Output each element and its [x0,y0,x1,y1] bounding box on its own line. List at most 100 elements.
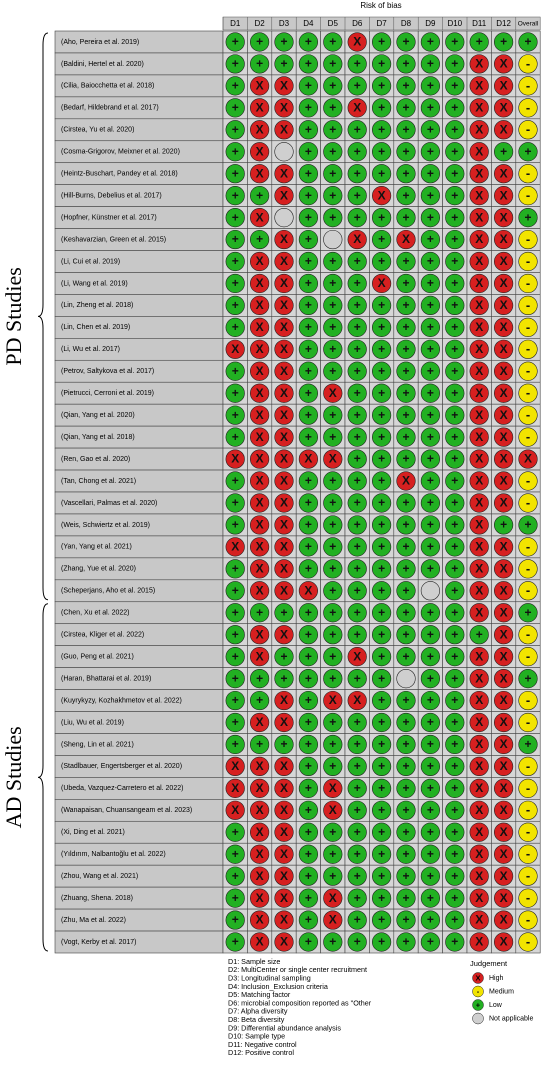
judgement-circle [420,76,441,96]
judgement-symbol: + [451,57,458,71]
judgement-circle [396,866,416,886]
judgement-circle [420,734,441,755]
judgement-symbol: + [232,276,239,290]
judgement-symbol: + [402,364,409,378]
judgement-symbol: X [256,122,264,136]
judgement-circle [347,647,367,667]
judgement-symbol: + [305,847,312,861]
judgement-symbol: X [500,342,508,356]
judgement-symbol: X [475,452,483,466]
judgement-circle [396,756,416,777]
judgement-symbol: + [305,35,312,49]
study-label: (Ren, Gao et al. 2020) [61,456,130,463]
judgement-circle [250,537,270,557]
judgement-circle [420,800,441,820]
judgement-circle [494,449,514,469]
judgement-symbol: X [500,935,508,949]
judgement-symbol: + [427,101,434,115]
judgement-symbol: + [451,35,458,49]
judgement-symbol: X [500,562,508,576]
judgement-circle [494,712,514,733]
study-label: (Aho, Pereira et al. 2019) [61,39,139,46]
judgement-circle [298,647,319,667]
judgement-symbol: + [402,540,409,554]
judgement-circle [225,647,245,667]
judgement-circle [323,581,343,601]
judgement-symbol: + [402,649,409,663]
judgement-circle [396,822,416,842]
judgement-symbol: + [354,342,361,356]
judgement-circle [250,295,270,316]
judgement-symbol: + [500,144,507,158]
judgement-symbol: + [427,891,434,905]
judgement-symbol: + [280,737,287,751]
judgement-circle [347,690,367,711]
judgement-symbol: + [402,891,409,905]
judgement-symbol: X [475,583,483,597]
judgement-circle [347,229,367,250]
judgement-circle [372,339,392,359]
judgement-symbol: + [329,342,336,356]
judgement-circle [445,647,465,667]
judgement-circle [494,866,514,886]
judgement-circle [323,405,343,425]
judgement-symbol: X [256,869,264,883]
judgement-circle [469,164,489,184]
judgement-symbol: + [451,452,458,466]
judgement-symbol: + [305,781,312,795]
judgement-circle [298,690,319,711]
judgement-symbol: X [500,847,508,861]
judgement-circle [420,405,441,425]
judgement-circle [494,186,514,206]
judgement-symbol: + [354,57,361,71]
judgement-symbol: X [353,693,361,707]
judgement-symbol: + [354,913,361,927]
judgement-circle [274,361,294,381]
judgement-symbol: + [378,649,385,663]
judgement-symbol: + [402,583,409,597]
judgement-symbol: X [353,35,361,49]
judgement-symbol: X [500,715,508,729]
judgement-symbol: X [500,452,508,466]
judgement-circle [396,251,416,272]
judgement-circle [250,405,270,425]
judgement-circle [323,229,343,250]
judgement-symbol: + [354,605,361,619]
domain-definition: D4: Inclusion_Exclusion criteria [228,982,328,991]
judgement-symbol: + [378,605,385,619]
judgement-symbol: X [256,144,264,158]
judgement-circle [225,822,245,842]
judgement-circle [372,932,392,952]
judgement-circle [323,822,343,842]
judgement-symbol: X [475,781,483,795]
judgement-symbol: - [526,275,530,290]
judgement-symbol: + [305,825,312,839]
judgement-symbol: + [402,605,409,619]
judgement-symbol: + [451,759,458,773]
judgement-circle [469,339,489,359]
judgement-symbol: + [354,583,361,597]
judgement-symbol: + [256,188,263,202]
judgement-circle [225,120,245,140]
judgement-symbol: + [305,540,312,554]
judgement-symbol: + [402,276,409,290]
judgement-circle [420,822,441,842]
domain-definition: D3: Longitudinal sampling [228,974,311,983]
judgement-circle [347,822,367,842]
judgement-symbol: + [232,583,239,597]
judgement-symbol: + [378,913,385,927]
judgement-circle [250,844,270,864]
study-label: (Zhou, Wang et al. 2021) [61,873,138,880]
judgement-symbol: X [475,101,483,115]
judgement-symbol: + [427,803,434,817]
judgement-circle [494,822,514,842]
judgement-circle [250,756,270,777]
judgement-symbol: X [475,298,483,312]
judgement-circle [323,603,343,623]
judgement-symbol: + [329,869,336,883]
domain-definition: D2: MultiCenter or single center recruit… [228,965,367,974]
judgement-circle [372,120,392,140]
judgement-circle [469,866,489,886]
judgement-circle [298,581,319,601]
judgement-symbol: X [256,496,264,510]
